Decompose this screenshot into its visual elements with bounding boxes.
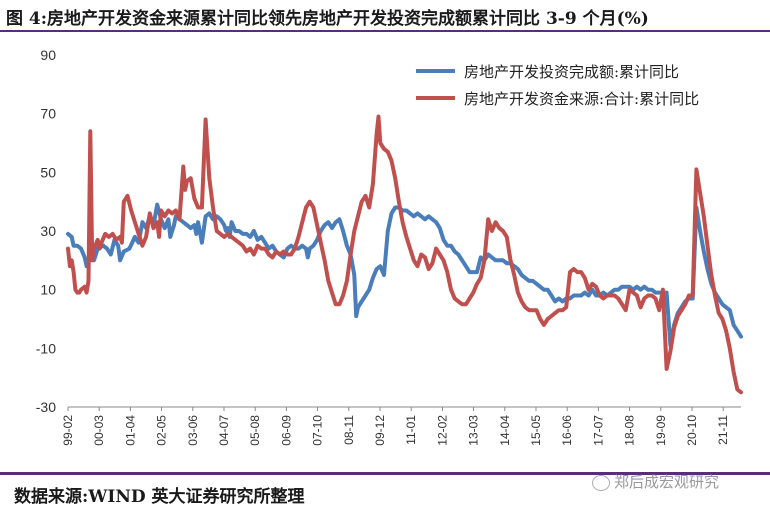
x-tick-label: 13-03 bbox=[467, 415, 481, 446]
source-note: 数据来源:WIND 英大证券研究所整理 bbox=[14, 487, 305, 507]
chart-title: 图 4:房地产开发资金来源累计同比领先房地产开发投资完成额累计同比 3-9 个月… bbox=[6, 9, 649, 29]
x-tick-label: 16-06 bbox=[560, 415, 574, 446]
legend-label-2: 房地产开发资金来源:合计:累计同比 bbox=[464, 90, 699, 108]
wechat-icon bbox=[592, 474, 610, 491]
series-line-2 bbox=[66, 114, 743, 395]
y-tick-label: 90 bbox=[40, 47, 56, 63]
x-tick-label: 07-10 bbox=[311, 415, 325, 446]
title-divider bbox=[0, 30, 770, 32]
x-tick-label: 03-06 bbox=[186, 415, 200, 446]
x-tick-label: 02-05 bbox=[155, 415, 169, 446]
x-tick-label: 14-04 bbox=[498, 415, 512, 446]
x-tick-label: 11-01 bbox=[404, 415, 418, 445]
watermark-text: 郑后成宏观研究 bbox=[614, 473, 720, 491]
x-tick-label: 19-09 bbox=[654, 415, 668, 446]
y-tick-label: -30 bbox=[36, 399, 56, 415]
y-tick-label: 70 bbox=[40, 106, 56, 122]
x-tick-label: 18-08 bbox=[623, 415, 637, 446]
x-tick-label: 00-03 bbox=[92, 415, 106, 446]
footer-divider bbox=[0, 472, 770, 475]
series-lines bbox=[66, 114, 743, 395]
x-tick-label: 06-09 bbox=[279, 415, 293, 446]
x-tick-label: 09-12 bbox=[373, 415, 387, 446]
x-tick-label: 21-11 bbox=[716, 415, 730, 445]
legend-label-1: 房地产开发投资完成额:累计同比 bbox=[464, 63, 679, 81]
line-chart: 90 70 50 30 10 -10 -30 99-02 00-03 01-04 02-05 03-… bbox=[36, 47, 743, 446]
watermark: 郑后成宏观研究 bbox=[592, 471, 719, 492]
x-tick-label: 08-11 bbox=[342, 415, 356, 445]
y-tick-label: 10 bbox=[40, 282, 56, 298]
x-tick-label: 15-05 bbox=[529, 415, 543, 446]
y-tick-label: 50 bbox=[40, 164, 56, 180]
x-tick-label: 20-10 bbox=[685, 415, 699, 446]
y-tick-label: 30 bbox=[40, 223, 56, 239]
x-tick-label: 05-08 bbox=[248, 415, 262, 446]
x-axis: 99-02 00-03 01-04 02-05 03-06 04-07 05-08 06-09… bbox=[61, 406, 741, 446]
x-tick-label: 04-07 bbox=[217, 415, 231, 446]
x-tick-label: 17-07 bbox=[591, 415, 605, 446]
x-tick-label: 99-02 bbox=[61, 415, 75, 446]
x-tick-label: 01-04 bbox=[123, 415, 137, 446]
x-tick-label: 12-02 bbox=[435, 415, 449, 446]
y-axis: 90 70 50 30 10 -10 -30 bbox=[36, 47, 56, 415]
y-tick-label: -10 bbox=[36, 340, 56, 356]
